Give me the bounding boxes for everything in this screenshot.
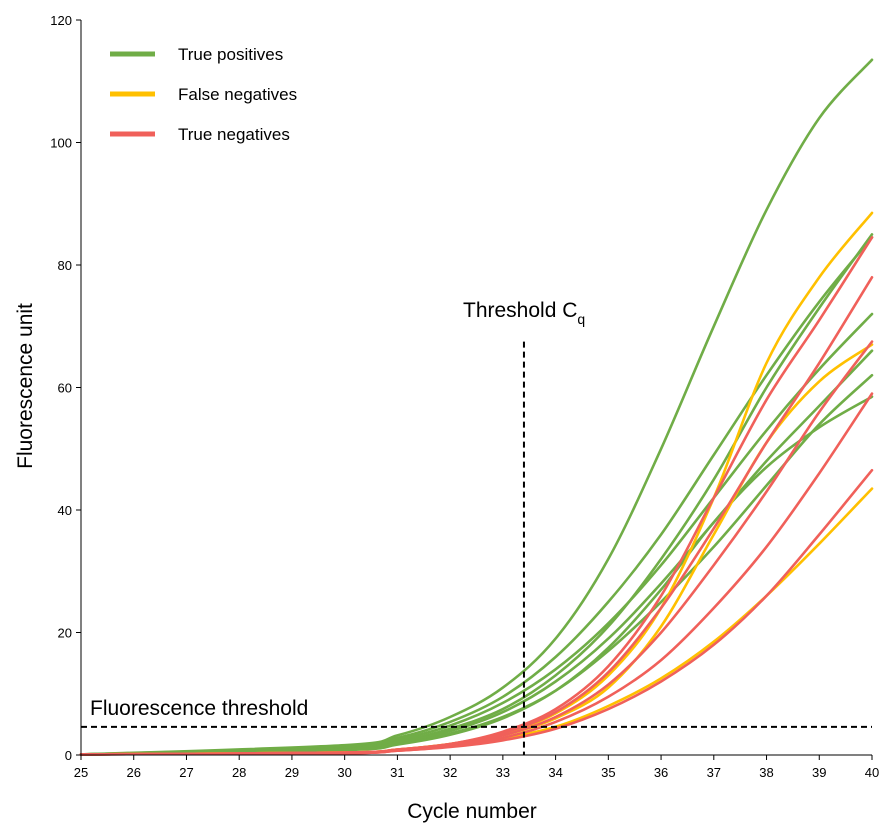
series-layer bbox=[79, 58, 874, 756]
x-tick-label: 28 bbox=[232, 765, 246, 780]
x-tick-label: 29 bbox=[285, 765, 299, 780]
y-tick-label: 100 bbox=[50, 136, 72, 151]
series-line-true-positives bbox=[79, 58, 874, 756]
series-line-false-negatives bbox=[79, 343, 874, 756]
y-tick-label: 120 bbox=[50, 13, 72, 28]
x-tick-label: 35 bbox=[601, 765, 615, 780]
x-tick-label: 34 bbox=[548, 765, 562, 780]
y-axis-title: Fluorescence unit bbox=[14, 303, 37, 469]
y-tick-label: 80 bbox=[58, 258, 72, 273]
legend-label-false-negatives: False negatives bbox=[178, 85, 297, 104]
x-ticks: 25 26 27 28 29 30 31 32 33 34 35 36 37 38 39 40 bbox=[74, 755, 879, 780]
x-tick-label: 38 bbox=[759, 765, 773, 780]
x-tick-label: 32 bbox=[443, 765, 457, 780]
legend-label-true-positives: True positives bbox=[178, 45, 283, 64]
y-tick-label: 0 bbox=[65, 748, 72, 763]
series-line-true-negatives bbox=[79, 276, 874, 756]
series-line-true-positives bbox=[79, 312, 874, 756]
y-tick-label: 60 bbox=[58, 381, 72, 396]
threshold-layer bbox=[81, 341, 872, 755]
x-tick-label: 26 bbox=[126, 765, 140, 780]
series-line-false-negatives bbox=[79, 211, 874, 756]
x-tick-label: 31 bbox=[390, 765, 404, 780]
series-line-true-positives bbox=[79, 395, 874, 756]
x-tick-label: 37 bbox=[707, 765, 721, 780]
legend-label-true-negatives: True negatives bbox=[178, 125, 290, 144]
y-tick-label: 40 bbox=[58, 503, 72, 518]
x-tick-label: 27 bbox=[179, 765, 193, 780]
x-tick-label: 36 bbox=[654, 765, 668, 780]
x-tick-label: 40 bbox=[865, 765, 879, 780]
y-tick-label: 20 bbox=[58, 626, 72, 641]
x-tick-label: 39 bbox=[812, 765, 826, 780]
threshold-cq-label: Threshold Cq bbox=[463, 299, 585, 327]
x-tick-label: 30 bbox=[337, 765, 351, 780]
x-axis-title: Cycle number bbox=[407, 800, 537, 823]
series-line-true-negatives bbox=[79, 340, 874, 756]
legend: True positives False negatives True negati… bbox=[110, 45, 297, 144]
x-tick-label: 33 bbox=[496, 765, 510, 780]
y-ticks: 0 20 40 60 80 100 120 bbox=[50, 13, 81, 763]
series-line-true-positives bbox=[79, 236, 874, 756]
x-tick-label: 25 bbox=[74, 765, 88, 780]
fluorescence-threshold-label: Fluorescence threshold bbox=[90, 697, 308, 720]
